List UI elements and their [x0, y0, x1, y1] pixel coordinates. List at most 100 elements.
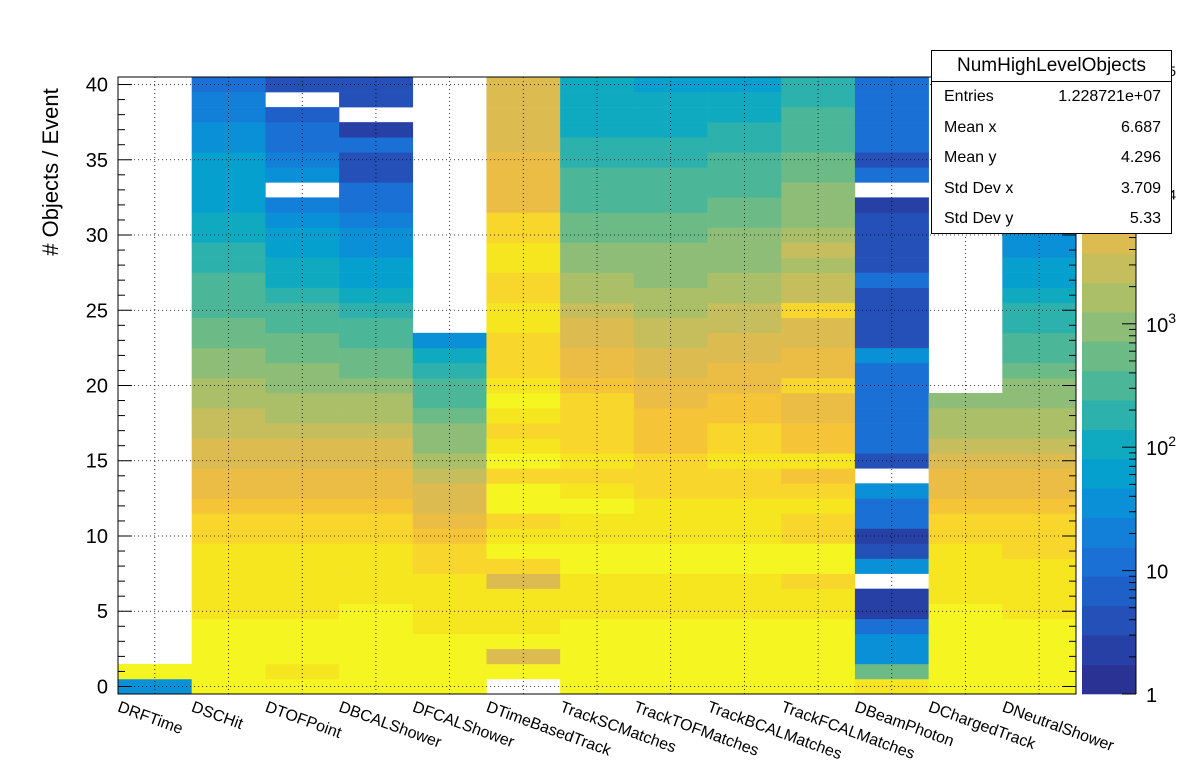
- heatmap-cell: [560, 483, 635, 499]
- heatmap-cell: [191, 167, 266, 183]
- heatmap-cell: [265, 347, 340, 364]
- heatmap-cell: [265, 212, 340, 228]
- heatmap-cell: [486, 648, 561, 665]
- heatmap-cell: [781, 137, 856, 153]
- heatmap-cell: [928, 648, 1003, 665]
- heatmap-cell: [560, 287, 635, 304]
- heatmap-cell: [1002, 393, 1077, 409]
- heatmap-cell: [560, 558, 635, 574]
- heatmap-cell: [265, 648, 340, 665]
- heatmap-cell: [191, 393, 266, 409]
- heatmap-cell: [486, 92, 561, 108]
- heatmap-cell: [781, 287, 856, 304]
- heatmap-cell: [928, 498, 1003, 514]
- heatmap-cell: [265, 498, 340, 514]
- heatmap-cell: [781, 167, 856, 183]
- color-scale-swatch: [1082, 400, 1136, 430]
- heatmap-cell: [560, 77, 635, 93]
- heatmap-cell: [560, 528, 635, 544]
- heatmap-cell: [486, 483, 561, 499]
- heatmap-cell: [781, 558, 856, 574]
- heatmap-cell: [854, 107, 929, 123]
- color-scale-swatch: [1082, 605, 1136, 636]
- heatmap-cell: [854, 453, 929, 469]
- heatmap-cell: [412, 603, 487, 620]
- heatmap-cell: [854, 588, 929, 605]
- heatmap-cell: [191, 287, 266, 304]
- heatmap-cell: [707, 107, 782, 123]
- color-scale-swatch: [1082, 429, 1136, 460]
- heatmap-cell: [191, 272, 266, 288]
- heatmap-cell: [191, 678, 266, 695]
- z-tick-label: 103: [1146, 310, 1176, 337]
- heatmap-cell: [191, 423, 266, 439]
- heatmap-cell: [265, 468, 340, 484]
- color-scale-swatch: [1082, 370, 1136, 401]
- color-scale-swatch: [1082, 312, 1136, 342]
- heatmap-cell: [560, 272, 635, 288]
- heatmap-cell: [486, 332, 561, 349]
- heatmap-cell: [781, 272, 856, 288]
- heatmap-cell: [191, 212, 266, 228]
- x-tick-label: DTOFPoint: [263, 699, 344, 742]
- heatmap-cell: [191, 362, 266, 379]
- heatmap-cell: [265, 408, 340, 424]
- heatmap-cell: [854, 137, 929, 153]
- heatmap-cell: [339, 92, 414, 108]
- heatmap-cell: [412, 362, 487, 379]
- heatmap-cell: [339, 678, 414, 695]
- heatmap-cell: [1002, 663, 1077, 680]
- y-tick-label: 20: [86, 376, 108, 398]
- heatmap-cell: [854, 618, 929, 635]
- heatmap-cell: [339, 302, 414, 319]
- heatmap-cell: [412, 423, 487, 439]
- heatmap-cell: [1002, 468, 1077, 484]
- stats-label: Std Dev y: [944, 210, 1014, 227]
- heatmap-cell: [633, 107, 708, 123]
- heatmap-cell: [560, 648, 635, 665]
- heatmap-cell: [928, 558, 1003, 574]
- heatmap-cell: [486, 167, 561, 183]
- stats-label: Mean x: [944, 118, 997, 136]
- heatmap-cell: [339, 423, 414, 439]
- heatmap-cell: [781, 242, 856, 258]
- heatmap-cell: [265, 137, 340, 153]
- color-scale-swatch: [1082, 576, 1136, 607]
- heatmap-cell: [854, 227, 929, 243]
- heatmap-cell: [412, 588, 487, 605]
- heatmap-cell: [339, 77, 414, 93]
- heatmap-cell: [707, 408, 782, 424]
- heatmap-cell: [339, 362, 414, 379]
- heatmap-cell: [707, 618, 782, 635]
- heatmap-cell: [486, 212, 561, 228]
- stats-label: Entries: [944, 88, 994, 105]
- heatmap-cell: [633, 408, 708, 424]
- heatmap-cell: [560, 347, 635, 364]
- heatmap-cell: [412, 347, 487, 364]
- color-scale-swatch: [1082, 458, 1136, 489]
- heatmap-cell: [191, 137, 266, 153]
- heatmap-cell: [781, 332, 856, 349]
- heatmap-cell: [486, 272, 561, 288]
- heatmap-cell: [191, 543, 266, 559]
- heatmap-cell: [339, 663, 414, 680]
- color-scale-swatch: [1082, 547, 1136, 577]
- heatmap-cell: [486, 663, 561, 680]
- y-tick-label: 30: [86, 225, 108, 247]
- heatmap-cell: [781, 423, 856, 439]
- heatmap-cell: [633, 242, 708, 258]
- heatmap-cell: [707, 528, 782, 544]
- heatmap-cell: [854, 528, 929, 544]
- heatmap-cell: [707, 558, 782, 574]
- heatmap-cell: [486, 152, 561, 168]
- heatmap-cell: [486, 423, 561, 439]
- x-tick-label: DRFTime: [115, 699, 185, 738]
- heatmap-cell: [560, 227, 635, 243]
- heatmap-cell: [854, 423, 929, 439]
- heatmap-cell: [928, 543, 1003, 559]
- heatmap-cell: [707, 468, 782, 484]
- heatmap-cell: [1002, 242, 1077, 258]
- heatmap-cell: [191, 347, 266, 364]
- heatmap-cell: [560, 453, 635, 469]
- heatmap-cell: [707, 483, 782, 499]
